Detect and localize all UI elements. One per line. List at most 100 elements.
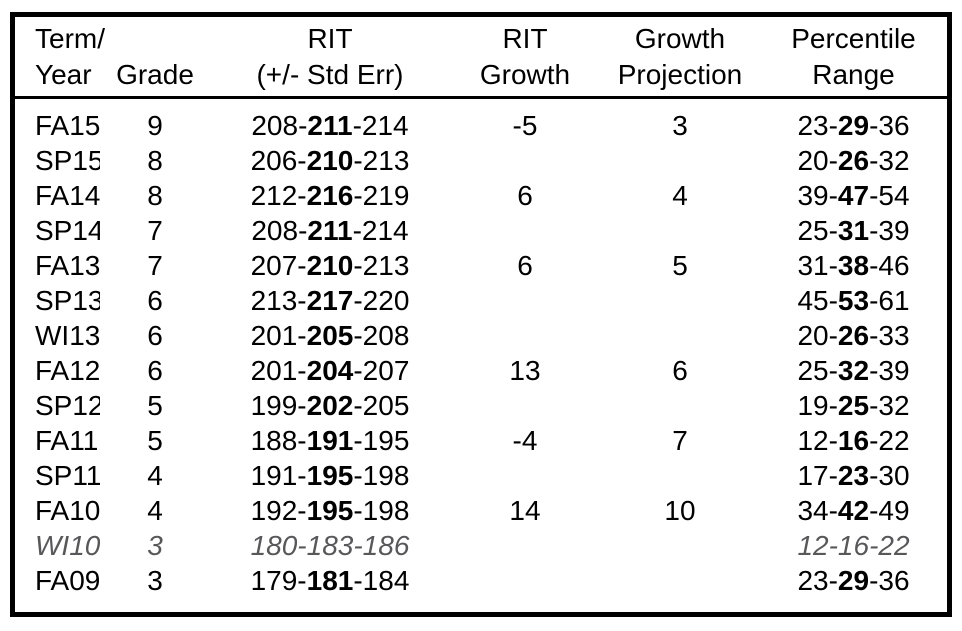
table-row: FA14 8 212-216-219 6 4 39-47-54 <box>15 178 947 213</box>
rit-growth-cell: -5 <box>512 110 538 141</box>
rit-growth-cell <box>450 388 600 423</box>
percentile-range-cell: 25-32-39 <box>797 355 910 386</box>
rit-range-cell: 206-210-213 <box>250 145 410 176</box>
rit-growth-cell: 14 <box>509 495 541 526</box>
percentile-range-cell: 23-29-36 <box>797 110 910 141</box>
table-body: FA15 9 208-211-214 -5 3 23-29-36 SP15 8 … <box>15 98 947 599</box>
growth-projection-cell: 7 <box>672 425 688 456</box>
percentile-range-cell: 12-16-22 <box>797 530 910 561</box>
table-row: SP13 6 213-217-220 45-53-61 <box>15 283 947 318</box>
rit-range-cell: 191-195-198 <box>250 460 410 491</box>
growth-projection-cell: 10 <box>664 495 696 526</box>
grade-cell: 7 <box>147 215 163 246</box>
rit-range-cell: 213-217-220 <box>250 285 410 316</box>
growth-projection-cell: 5 <box>672 250 688 281</box>
rit-range-cell: 188-191-195 <box>250 425 410 456</box>
percentile-range-cell: 39-47-54 <box>797 180 910 211</box>
column-header-rit-std-err: RIT (+/- Std Err) <box>256 23 404 90</box>
rit-range-cell: 199-202-205 <box>250 390 410 421</box>
term-cell: FA13 <box>35 250 100 281</box>
rit-range-cell: 179-181-184 <box>250 565 410 596</box>
percentile-range-cell: 20-26-32 <box>797 145 910 176</box>
grade-cell: 7 <box>147 250 163 281</box>
percentile-range-cell: 31-38-46 <box>797 250 910 281</box>
growth-projection-cell <box>600 318 760 353</box>
grade-cell: 3 <box>147 530 163 561</box>
column-header-term-year: Term/ Year <box>35 23 105 90</box>
rit-growth-cell: 13 <box>509 355 541 386</box>
table-row: WI13 6 201-205-208 20-26-33 <box>15 318 947 353</box>
rit-growth-cell: -4 <box>512 425 538 456</box>
term-cell: FA15 <box>35 110 100 141</box>
percentile-range-cell: 19-25-32 <box>797 390 910 421</box>
rit-growth-cell <box>450 318 600 353</box>
column-header-rit-growth: RIT Growth <box>479 23 571 90</box>
grade-cell: 3 <box>147 565 163 596</box>
rit-growth-cell: 6 <box>517 180 533 211</box>
growth-projection-cell: 4 <box>672 180 688 211</box>
table-row: FA15 9 208-211-214 -5 3 23-29-36 <box>15 98 947 144</box>
term-cell: FA09 <box>35 565 100 596</box>
percentile-range-cell: 25-31-39 <box>797 215 910 246</box>
term-cell: WI10 <box>35 530 100 561</box>
rit-range-cell: 201-204-207 <box>250 355 410 386</box>
term-cell: FA11 <box>35 425 99 456</box>
growth-projection-cell <box>600 213 760 248</box>
rit-range-cell: 192-195-198 <box>250 495 410 526</box>
table-row: FA11 5 188-191-195 -4 7 12-16-22 <box>15 423 947 458</box>
percentile-range-cell: 45-53-61 <box>797 285 910 316</box>
rit-growth-cell: 6 <box>517 250 533 281</box>
header-row: Term/ Year Grade RIT (+/- Std Err) RIT G… <box>15 17 947 98</box>
term-cell: FA10 <box>35 495 100 526</box>
rit-range-cell: 208-211-214 <box>251 215 409 246</box>
grade-cell: 8 <box>147 180 163 211</box>
rit-range-cell: 207-210-213 <box>250 250 410 281</box>
rit-range-cell: 201-205-208 <box>250 320 410 351</box>
percentile-range-cell: 23-29-36 <box>797 565 910 596</box>
table-row: SP12 5 199-202-205 19-25-32 <box>15 388 947 423</box>
percentile-range-cell: 12-16-22 <box>797 425 910 456</box>
grade-cell: 6 <box>147 320 163 351</box>
grade-cell: 6 <box>147 355 163 386</box>
term-cell: SP15 <box>35 145 100 176</box>
table-row: FA12 6 201-204-207 13 6 25-32-39 <box>15 353 947 388</box>
growth-projection-cell <box>600 388 760 423</box>
growth-projection-cell <box>600 458 760 493</box>
table-row: WI10 3 180-183-186 12-16-22 <box>15 528 947 563</box>
table-row: SP11 4 191-195-198 17-23-30 <box>15 458 947 493</box>
rit-growth-cell <box>450 213 600 248</box>
table-row: FA13 7 207-210-213 6 5 31-38-46 <box>15 248 947 283</box>
rit-range-cell: 212-216-219 <box>250 180 410 211</box>
rit-score-table: Term/ Year Grade RIT (+/- Std Err) RIT G… <box>15 17 947 598</box>
percentile-range-cell: 20-26-33 <box>797 320 910 351</box>
rit-growth-cell <box>450 143 600 178</box>
term-cell: SP13 <box>35 285 100 316</box>
column-header-grade: Grade <box>116 59 194 90</box>
term-cell: SP11 <box>35 460 100 491</box>
percentile-range-cell: 34-42-49 <box>797 495 910 526</box>
grade-cell: 8 <box>147 145 163 176</box>
grade-cell: 4 <box>147 495 163 526</box>
column-header-growth-projection: Growth Projection <box>617 23 743 90</box>
rit-range-cell: 208-211-214 <box>251 110 409 141</box>
grade-cell: 6 <box>147 285 163 316</box>
term-cell: FA12 <box>35 355 100 386</box>
grade-cell: 9 <box>147 110 163 141</box>
term-cell: SP12 <box>35 390 100 421</box>
grade-cell: 4 <box>147 460 163 491</box>
rit-growth-cell <box>450 458 600 493</box>
growth-projection-cell <box>600 143 760 178</box>
percentile-range-cell: 17-23-30 <box>797 460 910 491</box>
grade-cell: 5 <box>147 390 163 421</box>
grade-cell: 5 <box>147 425 163 456</box>
column-header-percentile-range: Percentile Range <box>791 23 916 90</box>
growth-projection-cell: 3 <box>672 110 688 141</box>
table-row: FA10 4 192-195-198 14 10 34-42-49 <box>15 493 947 528</box>
table-row: SP14 7 208-211-214 25-31-39 <box>15 213 947 248</box>
term-cell: FA14 <box>35 180 100 211</box>
rit-growth-cell <box>450 563 600 598</box>
growth-projection-cell <box>600 528 760 563</box>
rit-range-cell: 180-183-186 <box>250 530 410 561</box>
rit-growth-cell <box>450 528 600 563</box>
growth-projection-cell: 6 <box>672 355 688 386</box>
